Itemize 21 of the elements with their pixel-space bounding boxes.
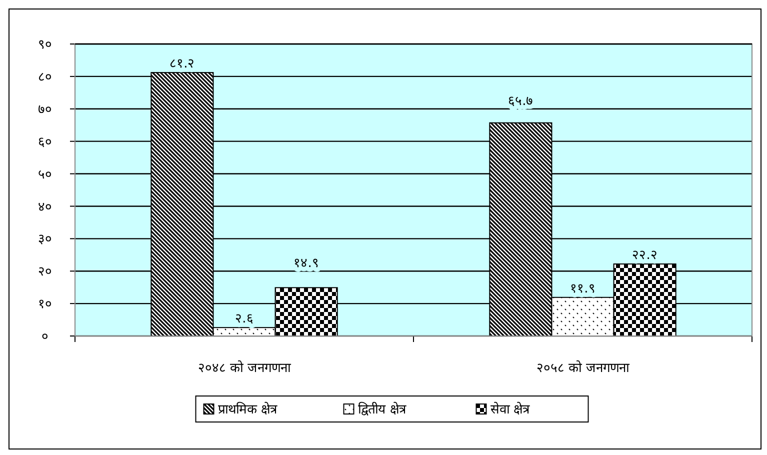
data-label: ८१.२: [170, 56, 195, 72]
y-tick-label: ९०: [38, 38, 52, 53]
y-tick-label: ७०: [38, 102, 52, 118]
y-tick-label: ५०: [38, 167, 52, 182]
y-tick-label: ३०: [38, 232, 52, 248]
data-label: २.६: [235, 312, 254, 327]
data-label: १४.९: [294, 256, 319, 272]
data-label: ११.९: [570, 281, 596, 296]
y-tick-label: ४०: [38, 200, 52, 215]
data-label: २२.२: [632, 248, 658, 263]
legend-label: द्वितीय क्षेत्र: [358, 402, 407, 418]
y-tick-label: १०: [38, 297, 52, 312]
y-tick-label: ६०: [38, 134, 52, 150]
legend-label: प्राथमिक क्षेत्र: [218, 402, 278, 418]
y-tick-label: २०: [38, 264, 52, 280]
y-tick-label: ८०: [38, 70, 52, 85]
data-label: ६५.७: [508, 94, 534, 109]
y-tick-label: ०: [42, 330, 48, 345]
legend-label: सेवा क्षेत्र: [490, 402, 530, 418]
x-tick-label: २०४८ को जनगणना: [198, 360, 292, 376]
x-tick-label: २०५८ को जनगणना: [536, 360, 630, 376]
